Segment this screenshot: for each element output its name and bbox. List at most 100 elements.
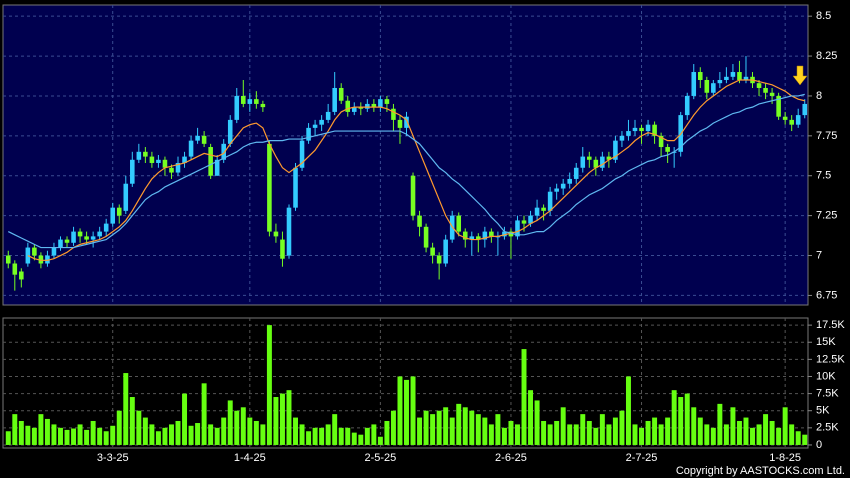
candle-body	[521, 220, 527, 224]
candle-body	[384, 99, 390, 104]
candle-body	[221, 143, 226, 160]
candle-body	[273, 231, 279, 237]
volume-bar	[188, 425, 194, 445]
candle-body	[606, 156, 612, 160]
candle-body	[593, 159, 599, 168]
volume-bar	[306, 431, 312, 445]
candle-body	[443, 239, 448, 264]
candle-body	[613, 140, 618, 160]
candle-body	[462, 231, 468, 240]
volume-bar	[488, 424, 494, 445]
candle-body	[286, 207, 292, 256]
volume-bar	[782, 407, 788, 445]
candle-body	[260, 103, 266, 108]
candle-body	[110, 207, 116, 224]
candle-body	[45, 255, 50, 264]
y-tick-label: 7.25	[816, 210, 837, 222]
y-tick-label: 12.5K	[816, 353, 845, 365]
candle-body	[84, 236, 89, 240]
volume-bar	[554, 420, 560, 445]
volume-bar	[103, 431, 109, 445]
volume-bar	[208, 424, 214, 445]
volume-bar	[299, 424, 305, 445]
candle-body	[58, 239, 63, 248]
volume-bar	[286, 390, 292, 445]
candle-body	[319, 119, 324, 125]
volume-bar	[410, 376, 416, 445]
candle-body	[103, 223, 109, 232]
candle-body	[600, 156, 605, 168]
candle-body	[97, 231, 102, 237]
candle-body	[267, 143, 272, 232]
volume-bar	[44, 418, 50, 445]
volume-bar	[227, 400, 233, 445]
candle-body	[371, 103, 377, 108]
volume-bar	[625, 376, 631, 445]
x-tick-label: 3-3-25	[97, 452, 129, 464]
volume-bar	[71, 428, 77, 445]
volume-bar	[182, 393, 188, 445]
volume-bar	[717, 403, 723, 445]
candle-body	[423, 226, 429, 248]
volume-bar	[619, 410, 625, 445]
volume-bar	[195, 423, 201, 445]
candle-body	[730, 72, 736, 77]
candle-body	[711, 83, 716, 93]
volume-bar	[84, 429, 90, 445]
candle-body	[456, 215, 462, 232]
candle-body	[299, 140, 305, 168]
volume-bar	[691, 407, 697, 445]
volume-bar	[612, 417, 618, 445]
volume-bar	[162, 427, 168, 445]
volume-bar	[64, 429, 70, 445]
candle-body	[293, 167, 298, 208]
candle-body	[691, 72, 697, 96]
volume-bar	[430, 414, 436, 445]
candle-body	[397, 119, 403, 128]
candle-body	[632, 127, 638, 132]
volume-bar	[312, 427, 318, 445]
volume-bar	[293, 417, 298, 445]
x-tick-label: 1-4-25	[234, 452, 266, 464]
volume-bar	[77, 424, 83, 445]
candle-body	[306, 127, 311, 141]
volume-bar	[90, 420, 96, 445]
candle-body	[312, 124, 318, 128]
candle-body	[587, 156, 592, 160]
candle-body	[227, 119, 233, 144]
volume-bar	[155, 431, 161, 445]
volume-bar	[384, 420, 390, 445]
volume-bar	[110, 425, 116, 445]
candle-body	[182, 156, 187, 163]
moving-average-line	[7, 93, 805, 249]
volume-bar	[417, 417, 423, 445]
candle-body	[175, 162, 181, 173]
candle-body	[410, 175, 416, 216]
volume-bar	[678, 397, 684, 445]
volume-bar	[364, 427, 370, 445]
volume-bar	[704, 424, 710, 445]
y-tick-label: 10K	[816, 370, 836, 382]
volume-bar	[671, 390, 677, 445]
volume-bar	[560, 407, 566, 445]
volume-bar	[123, 373, 129, 445]
volume-bar	[547, 424, 553, 445]
volume-bar	[31, 427, 37, 445]
volume-bar	[541, 420, 547, 445]
candle-body	[404, 116, 409, 128]
candle-body	[469, 236, 475, 240]
volume-bar	[25, 425, 31, 445]
candle-body	[241, 95, 246, 104]
candle-body	[776, 95, 781, 117]
volume-bar	[573, 424, 579, 445]
volume-bar	[58, 427, 63, 445]
candle-body	[19, 271, 24, 280]
volume-bar	[168, 424, 174, 445]
volume-bar	[449, 417, 455, 445]
y-tick-label: 6.75	[816, 289, 837, 301]
volume-bar	[769, 420, 775, 445]
volume-bar	[149, 424, 155, 445]
candle-body	[201, 135, 207, 144]
volume-bar	[136, 410, 142, 445]
candle-body	[560, 183, 566, 189]
